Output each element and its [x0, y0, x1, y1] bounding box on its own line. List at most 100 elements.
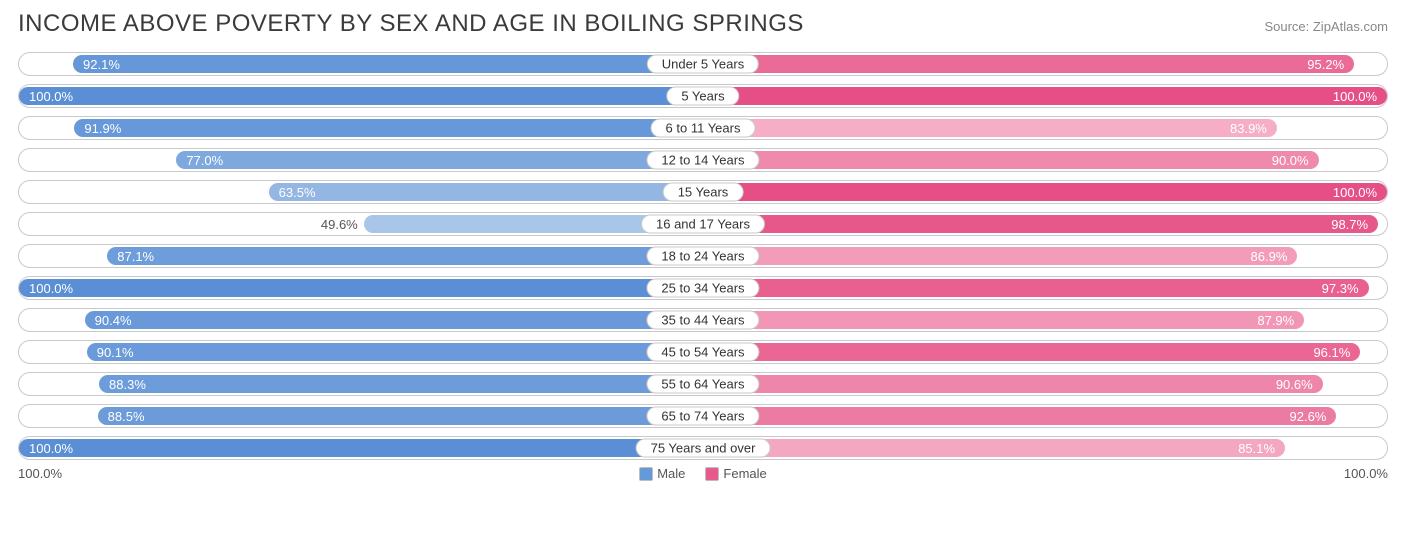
male-value-label: 90.4%	[95, 313, 132, 328]
female-bar: 100.0%	[703, 87, 1387, 105]
male-bar: 77.0%	[176, 151, 703, 169]
legend-female-label: Female	[723, 466, 766, 481]
category-label: 45 to 54 Years	[646, 343, 759, 362]
male-half: 92.1%	[19, 53, 703, 75]
female-half: 100.0%	[703, 85, 1387, 107]
female-bar: 95.2%	[703, 55, 1354, 73]
male-half: 100.0%	[19, 85, 703, 107]
male-value-label: 63.5%	[279, 185, 316, 200]
legend-male-label: Male	[657, 466, 685, 481]
male-bar: 88.5%	[98, 407, 703, 425]
legend: Male Female	[633, 466, 773, 481]
bar-row: 77.0% 90.0% 12 to 14 Years	[18, 148, 1388, 172]
female-bar: 87.9%	[703, 311, 1304, 329]
female-bar: 98.7%	[703, 215, 1378, 233]
female-bar: 83.9%	[703, 119, 1277, 137]
bar-row: 90.4% 87.9% 35 to 44 Years	[18, 308, 1388, 332]
male-half: 87.1%	[19, 245, 703, 267]
bar-row: 88.5%92.6%65 to 74 Years	[18, 404, 1388, 428]
male-value-label: 100.0%	[29, 89, 73, 104]
axis-left-max: 100.0%	[18, 466, 62, 481]
male-value-label: 90.1%	[97, 345, 134, 360]
male-bar: 63.5%	[269, 183, 703, 201]
category-label: 6 to 11 Years	[651, 119, 756, 138]
female-value-label: 100.0%	[1333, 185, 1377, 200]
header: INCOME ABOVE POVERTY BY SEX AND AGE IN B…	[18, 10, 1388, 38]
female-half: 90.6%	[703, 373, 1387, 395]
bar-row: 88.3% 90.6% 55 to 64 Years	[18, 372, 1388, 396]
female-half: 86.9%	[703, 245, 1387, 267]
female-value-label: 86.9%	[1251, 249, 1288, 264]
male-half: 100.0%	[19, 437, 703, 459]
bar-row: 100.0% 85.1% 75 Years and over	[18, 436, 1388, 460]
male-value-label: 49.6%	[321, 217, 364, 232]
male-bar: 100.0%	[19, 87, 703, 105]
female-bar: 85.1%	[703, 439, 1285, 457]
female-bar: 97.3%	[703, 279, 1369, 297]
category-label: 25 to 34 Years	[646, 279, 759, 298]
male-bar: 100.0%	[19, 439, 703, 457]
bar-rows: 92.1%95.2%Under 5 Years100.0%100.0%5 Yea…	[18, 52, 1388, 460]
male-bar: 92.1%	[73, 55, 703, 73]
category-label: 55 to 64 Years	[646, 375, 759, 394]
male-value-label: 88.3%	[109, 377, 146, 392]
bar-row: 49.6% 98.7% 16 and 17 Years	[18, 212, 1388, 236]
legend-female: Female	[705, 466, 766, 481]
male-bar: 100.0%	[19, 279, 703, 297]
chart-title: INCOME ABOVE POVERTY BY SEX AND AGE IN B…	[18, 10, 804, 38]
male-value-label: 87.1%	[117, 249, 154, 264]
male-bar: 91.9%	[74, 119, 703, 137]
male-bar: 87.1%	[107, 247, 703, 265]
female-value-label: 95.2%	[1307, 57, 1344, 72]
female-half: 97.3%	[703, 277, 1387, 299]
female-value-label: 87.9%	[1257, 313, 1294, 328]
category-label: 16 and 17 Years	[641, 215, 765, 234]
male-value-label: 77.0%	[186, 153, 223, 168]
male-half: 90.1%	[19, 341, 703, 363]
male-half: 90.4%	[19, 309, 703, 331]
female-value-label: 96.1%	[1313, 345, 1350, 360]
male-half: 100.0%	[19, 277, 703, 299]
source-attribution: Source: ZipAtlas.com	[1264, 19, 1388, 34]
category-label: Under 5 Years	[647, 55, 759, 74]
bar-row: 91.9% 83.9% 6 to 11 Years	[18, 116, 1388, 140]
footer: 100.0% Male Female 100.0%	[18, 466, 1388, 481]
male-bar: 90.1%	[87, 343, 703, 361]
female-value-label: 90.6%	[1276, 377, 1313, 392]
category-label: 12 to 14 Years	[646, 151, 759, 170]
female-half: 95.2%	[703, 53, 1387, 75]
category-label: 35 to 44 Years	[646, 311, 759, 330]
male-half: 91.9%	[19, 117, 703, 139]
female-value-label: 97.3%	[1322, 281, 1359, 296]
male-value-label: 88.5%	[108, 409, 145, 424]
female-value-label: 85.1%	[1238, 441, 1275, 456]
female-swatch	[705, 467, 719, 481]
male-half: 63.5%	[19, 181, 703, 203]
male-value-label: 100.0%	[29, 441, 73, 456]
male-value-label: 92.1%	[83, 57, 120, 72]
category-label: 18 to 24 Years	[646, 247, 759, 266]
male-value-label: 91.9%	[84, 121, 121, 136]
female-bar: 86.9%	[703, 247, 1297, 265]
axis-right-max: 100.0%	[1344, 466, 1388, 481]
bar-row: 92.1% 95.2% Under 5 Years	[18, 52, 1388, 76]
female-half: 85.1%	[703, 437, 1387, 459]
female-half: 87.9%	[703, 309, 1387, 331]
female-bar: 96.1%	[703, 343, 1360, 361]
male-bar: 90.4%	[85, 311, 703, 329]
female-value-label: 92.6%	[1290, 409, 1327, 424]
female-value-label: 98.7%	[1331, 217, 1368, 232]
female-value-label: 90.0%	[1272, 153, 1309, 168]
male-swatch	[639, 467, 653, 481]
male-bar: 88.3%	[99, 375, 703, 393]
legend-male: Male	[639, 466, 685, 481]
category-label: 5 Years	[666, 87, 739, 106]
female-half: 96.1%	[703, 341, 1387, 363]
bar-row: 100.0% 97.3% 25 to 34 Years	[18, 276, 1388, 300]
female-half: 98.7%	[703, 213, 1387, 235]
female-value-label: 83.9%	[1230, 121, 1267, 136]
female-bar: 100.0%	[703, 183, 1387, 201]
female-bar: 90.0%	[703, 151, 1319, 169]
female-half: 90.0%	[703, 149, 1387, 171]
category-label: 75 Years and over	[636, 439, 771, 458]
